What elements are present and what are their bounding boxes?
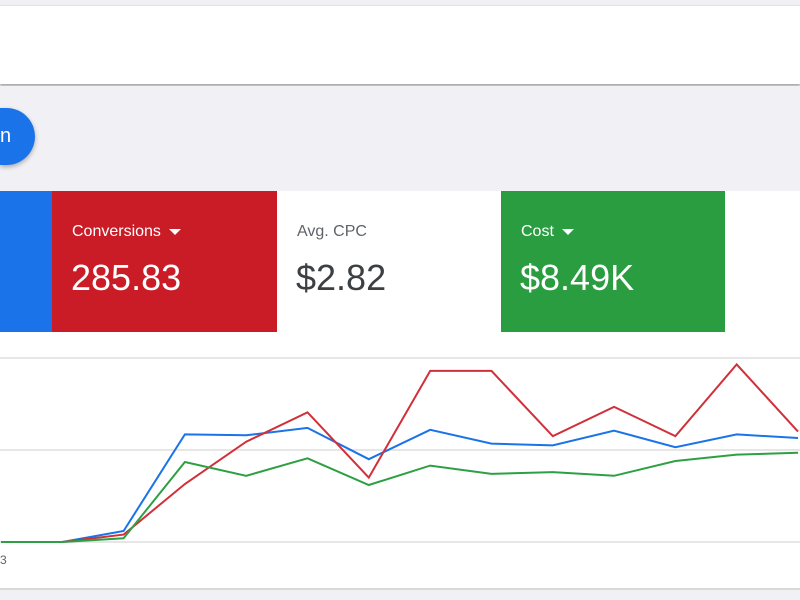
metric-label: Cost	[521, 223, 554, 240]
metric-value: $2.82	[296, 257, 387, 298]
dropdown-caret-icon[interactable]	[561, 228, 574, 235]
metric-value: 285.83	[71, 257, 182, 298]
x-tick-label: 3	[0, 553, 7, 567]
performance-chart: 3	[0, 332, 800, 590]
dropdown-caret-icon[interactable]	[168, 228, 181, 235]
metric-card-clicks[interactable]	[0, 191, 52, 332]
metric-label: Conversions	[72, 223, 161, 240]
metric-card-conversions[interactable]: Conversions 285.83	[52, 191, 277, 332]
line-chart: 3	[0, 357, 800, 567]
series-line-0	[1, 426, 799, 543]
metric-label: Avg. CPC	[297, 223, 367, 240]
top-header	[0, 5, 800, 84]
series-line-1	[1, 362, 799, 543]
metric-card-cost[interactable]: Cost $8.49K	[501, 191, 725, 332]
series-line-2	[1, 451, 799, 543]
button-label: n	[0, 125, 12, 147]
metric-cards: Conversions 285.83 Avg. CPC $2.82 Cost $…	[0, 191, 800, 332]
metric-card-avg-cpc[interactable]: Avg. CPC $2.82	[277, 191, 501, 332]
toolbar-band	[0, 86, 800, 191]
metric-value: $8.49K	[520, 257, 635, 298]
